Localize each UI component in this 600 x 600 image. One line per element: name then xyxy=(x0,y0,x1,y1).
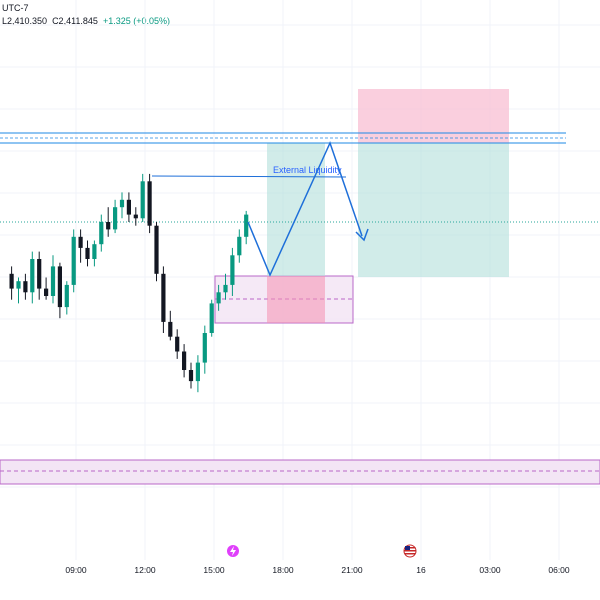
candle-bull[interactable] xyxy=(30,259,35,293)
candle-bear[interactable] xyxy=(23,281,28,293)
external-liquidity-label: External Liquidity xyxy=(273,165,342,175)
lightning-event-icon[interactable] xyxy=(227,545,239,557)
candle-bull[interactable] xyxy=(244,214,249,237)
x-tick-label: 12:00 xyxy=(134,565,156,575)
projected-path xyxy=(247,140,369,277)
projection-arrowhead xyxy=(355,228,369,242)
candle-bear[interactable] xyxy=(85,247,90,259)
symbol-header: UTC-7 L2,410.350 C2,411.845 +1.325 (+0.0… xyxy=(2,2,170,28)
long-stop-area xyxy=(267,276,325,323)
candle-bear[interactable] xyxy=(154,225,159,274)
candle-bear[interactable] xyxy=(188,370,194,382)
candle-bull[interactable] xyxy=(230,255,235,285)
x-tick-label: 09:00 xyxy=(65,565,87,575)
candle-bull[interactable] xyxy=(71,236,76,285)
timezone-label: UTC-7 xyxy=(2,3,29,13)
x-tick-label: 18:00 xyxy=(272,565,294,575)
flag-stripe-3 xyxy=(404,553,416,555)
candle-bear[interactable] xyxy=(106,222,111,230)
short-position-tool[interactable] xyxy=(358,89,509,277)
candle-bear[interactable] xyxy=(126,199,131,215)
swing-high-line xyxy=(151,175,347,178)
candle-bear[interactable] xyxy=(175,336,180,352)
flag-stripe-2 xyxy=(404,550,416,552)
candle-bull[interactable] xyxy=(16,281,21,289)
candle-bear[interactable] xyxy=(161,273,166,322)
projection-polyline xyxy=(247,140,363,277)
candle-bear[interactable] xyxy=(182,351,187,371)
lightning-event-bolt xyxy=(230,546,236,556)
candle-bull[interactable] xyxy=(202,333,207,363)
short-stop-area xyxy=(358,89,509,143)
candle-bull[interactable] xyxy=(237,236,242,256)
candle-bear[interactable] xyxy=(147,181,152,226)
candle-bear[interactable] xyxy=(37,259,42,289)
flag-canton xyxy=(405,546,410,550)
x-tick-label: 03:00 xyxy=(479,565,501,575)
candle-bull[interactable] xyxy=(223,284,228,293)
long-position-tool[interactable] xyxy=(267,143,325,323)
lower-zone-box xyxy=(0,459,600,485)
us-flag-event-icon[interactable] xyxy=(403,544,417,558)
x-tick-label: 15:00 xyxy=(203,565,225,575)
lower-demand-zone xyxy=(0,459,600,485)
candle-bear[interactable] xyxy=(57,266,62,308)
ohlc-low: L2,410.350 xyxy=(2,16,48,26)
candle-bull[interactable] xyxy=(195,362,200,382)
time-axis[interactable]: 09:00 12:00 15:00 18:00 21:00 16 03:00 06:00 xyxy=(65,565,570,575)
ohlc-change: +1.325 (+0.05%) xyxy=(102,16,171,26)
long-target-area xyxy=(267,143,325,276)
candle-bull[interactable] xyxy=(119,199,125,208)
candle-bull[interactable] xyxy=(64,284,69,308)
candle-bull[interactable] xyxy=(209,303,214,333)
candle-bear[interactable] xyxy=(44,288,49,296)
x-tick-label: 06:00 xyxy=(548,565,570,575)
external-liquidity-levels xyxy=(0,132,566,144)
candle-bull[interactable] xyxy=(216,292,221,304)
candle-bull[interactable] xyxy=(113,207,118,230)
candle-bull[interactable] xyxy=(99,222,104,245)
candle-bull[interactable] xyxy=(92,244,97,259)
short-target-area xyxy=(358,143,509,277)
ohlc-close: C2,411.845 xyxy=(52,16,98,26)
candle-bear[interactable] xyxy=(133,214,138,219)
candle-bear[interactable] xyxy=(78,236,83,248)
candle-bear[interactable] xyxy=(9,273,14,289)
x-tick-label: 16 xyxy=(416,565,426,575)
x-tick-label: 21:00 xyxy=(341,565,363,575)
candle-bull[interactable] xyxy=(50,266,56,296)
candle-bull[interactable] xyxy=(140,181,145,219)
candles xyxy=(9,173,249,393)
candle-bear[interactable] xyxy=(168,321,173,337)
